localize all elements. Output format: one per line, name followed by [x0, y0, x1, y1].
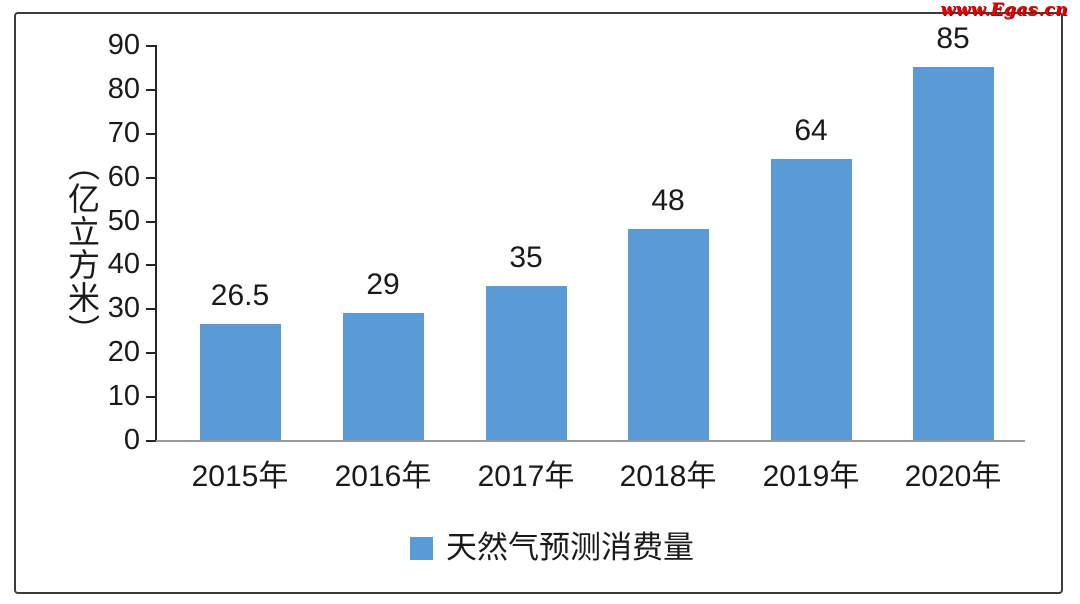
y-tick-label: 60: [107, 160, 140, 193]
y-tick-label: 40: [107, 248, 140, 281]
y-tick-mark: [146, 220, 155, 223]
y-tick-mark: [146, 396, 155, 399]
y-tick-label: 20: [107, 336, 140, 369]
y-tick-label: 10: [107, 380, 140, 413]
bar: [342, 312, 424, 440]
bar: [770, 159, 852, 440]
y-tick-label: 0: [123, 424, 140, 456]
y-tick-mark: [146, 352, 155, 355]
y-axis-title-char: 立: [67, 214, 100, 250]
y-axis-title-char: 亿: [67, 181, 100, 217]
bar-value-label: 35: [509, 241, 543, 275]
bar: [912, 66, 994, 440]
y-tick-label: 30: [107, 292, 140, 325]
watermark-text: www.Egas.cn: [940, 0, 1068, 20]
x-category-label: 2016年: [334, 460, 432, 493]
y-axis-title-char: ︶: [67, 313, 100, 349]
y-axis-title-char: 方: [67, 247, 100, 283]
bar-value-label: 64: [794, 114, 828, 148]
y-tick-label: 50: [107, 204, 140, 237]
x-category-label: 2019年: [762, 460, 860, 493]
bar-value-label: 85: [936, 21, 970, 55]
x-category-label: 2017年: [477, 460, 575, 493]
y-tick-label: 80: [107, 72, 140, 105]
y-axis-title: ︵ 亿立方米 ︶: [60, 150, 108, 348]
x-axis-line: [156, 440, 1025, 442]
y-axis-line: [155, 45, 157, 442]
y-tick-mark: [146, 176, 155, 179]
legend: 天然气预测消费量: [410, 531, 694, 565]
bar-value-label: 26.5: [210, 278, 270, 312]
y-tick-mark: [146, 88, 155, 91]
bar-value-label: 29: [366, 267, 400, 301]
x-category-label: 2018年: [619, 460, 717, 493]
y-tick-mark: [146, 264, 155, 267]
y-tick-mark: [146, 308, 155, 311]
y-tick-mark: [146, 45, 155, 47]
x-category-label: 2015年: [191, 460, 289, 493]
x-category-label: 2020年: [904, 460, 1002, 493]
bar-value-label: 48: [651, 184, 685, 218]
y-tick-label: 70: [107, 116, 140, 149]
y-tick-mark: [146, 440, 155, 442]
bar: [485, 286, 567, 440]
y-tick-label: 90: [107, 29, 140, 61]
y-axis-title-char: ︵: [67, 148, 100, 184]
y-tick-mark: [146, 132, 155, 135]
bar: [199, 323, 281, 440]
y-axis-title-char: 米: [67, 280, 100, 316]
legend-swatch: [410, 536, 433, 560]
legend-label: 天然气预测消费量: [446, 530, 694, 565]
bar: [627, 229, 709, 440]
